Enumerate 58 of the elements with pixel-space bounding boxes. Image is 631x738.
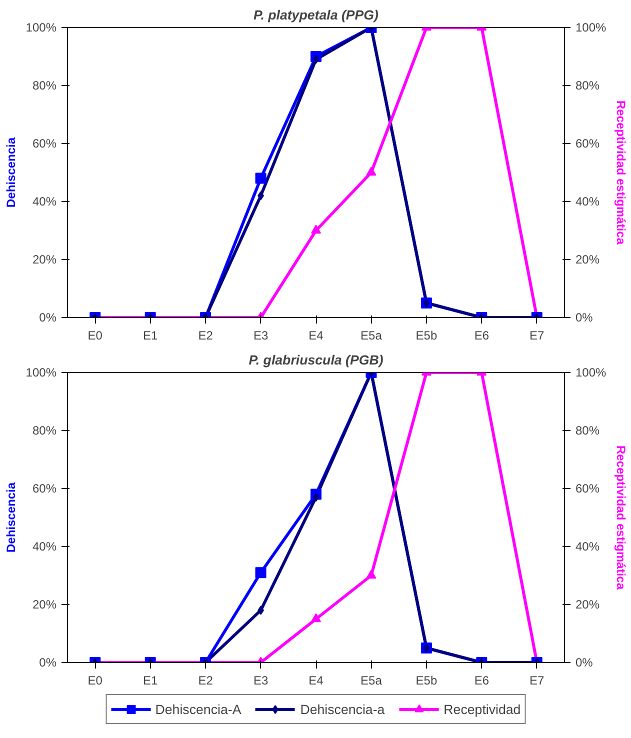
point [311, 613, 321, 622]
y-axis-title: Dehiscencia [4, 482, 18, 553]
y2-tick-label: 60% [576, 136, 600, 150]
y2-tick-label: 100% [576, 366, 607, 380]
legend-label: Receptividad [444, 702, 521, 716]
y2-tick-label: 60% [576, 482, 600, 496]
y-tick-label: 80% [32, 424, 57, 438]
x-tick-label: E5b [416, 328, 438, 342]
x-tick-label: E7 [530, 328, 545, 342]
x-tick-label: E0 [88, 328, 103, 342]
y-axis-title: Dehiscencia [4, 137, 18, 208]
y-tick-label: 100% [26, 366, 57, 380]
legend-label: Dehiscencia-A [155, 702, 242, 716]
x-tick-label: E2 [198, 674, 214, 688]
x-tick-label: E6 [474, 328, 490, 342]
y2-tick-label: 20% [576, 252, 600, 266]
y2-tick-label: 0% [576, 310, 594, 324]
y2-tick-label: 100% [576, 20, 607, 34]
point [366, 166, 376, 176]
point [366, 570, 376, 579]
x-tick-label: E4 [308, 328, 324, 342]
chart-title: P. platypetala (PPG) [254, 8, 380, 22]
legend-label: Dehiscencia-a [300, 702, 385, 716]
y2-axis-title: Receptividad estigmática [614, 100, 628, 245]
x-tick-label: E5a [360, 328, 382, 342]
x-tick-label: E0 [88, 674, 103, 688]
x-tick-label: E6 [474, 674, 490, 688]
x-tick-label: E2 [198, 328, 214, 342]
x-tick-label: E3 [253, 674, 268, 688]
x-tick-label: E5a [360, 674, 382, 688]
y-tick-label: 40% [32, 194, 57, 208]
y2-tick-label: 80% [576, 78, 600, 92]
chart-title: P. glabriuscula (PGB) [248, 352, 384, 368]
y2-tick-label: 0% [576, 656, 594, 670]
x-tick-label: E7 [530, 674, 545, 688]
y-tick-label: 0% [39, 656, 57, 670]
y2-tick-label: 80% [576, 424, 600, 438]
y2-tick-label: 20% [576, 598, 600, 612]
y-tick-label: 20% [32, 252, 57, 266]
x-tick-label: E1 [142, 328, 158, 342]
point [255, 567, 266, 578]
point [312, 492, 320, 502]
x-tick-label: E1 [142, 674, 158, 688]
y-tick-label: 80% [32, 78, 57, 92]
x-tick-label: E3 [253, 328, 268, 342]
y-tick-label: 0% [39, 310, 57, 324]
x-tick-label: E5b [416, 674, 438, 688]
point [255, 172, 266, 184]
y-tick-label: 60% [32, 482, 57, 496]
y-tick-label: 20% [32, 598, 57, 612]
y-tick-label: 40% [32, 540, 57, 554]
y2-tick-label: 40% [576, 194, 600, 208]
y-tick-label: 60% [32, 136, 57, 150]
point [311, 224, 321, 234]
y2-axis-title: Receptividad estigmática [614, 445, 628, 590]
y-tick-label: 100% [26, 20, 57, 34]
x-tick-label: E4 [308, 674, 324, 688]
y2-tick-label: 40% [576, 540, 600, 554]
